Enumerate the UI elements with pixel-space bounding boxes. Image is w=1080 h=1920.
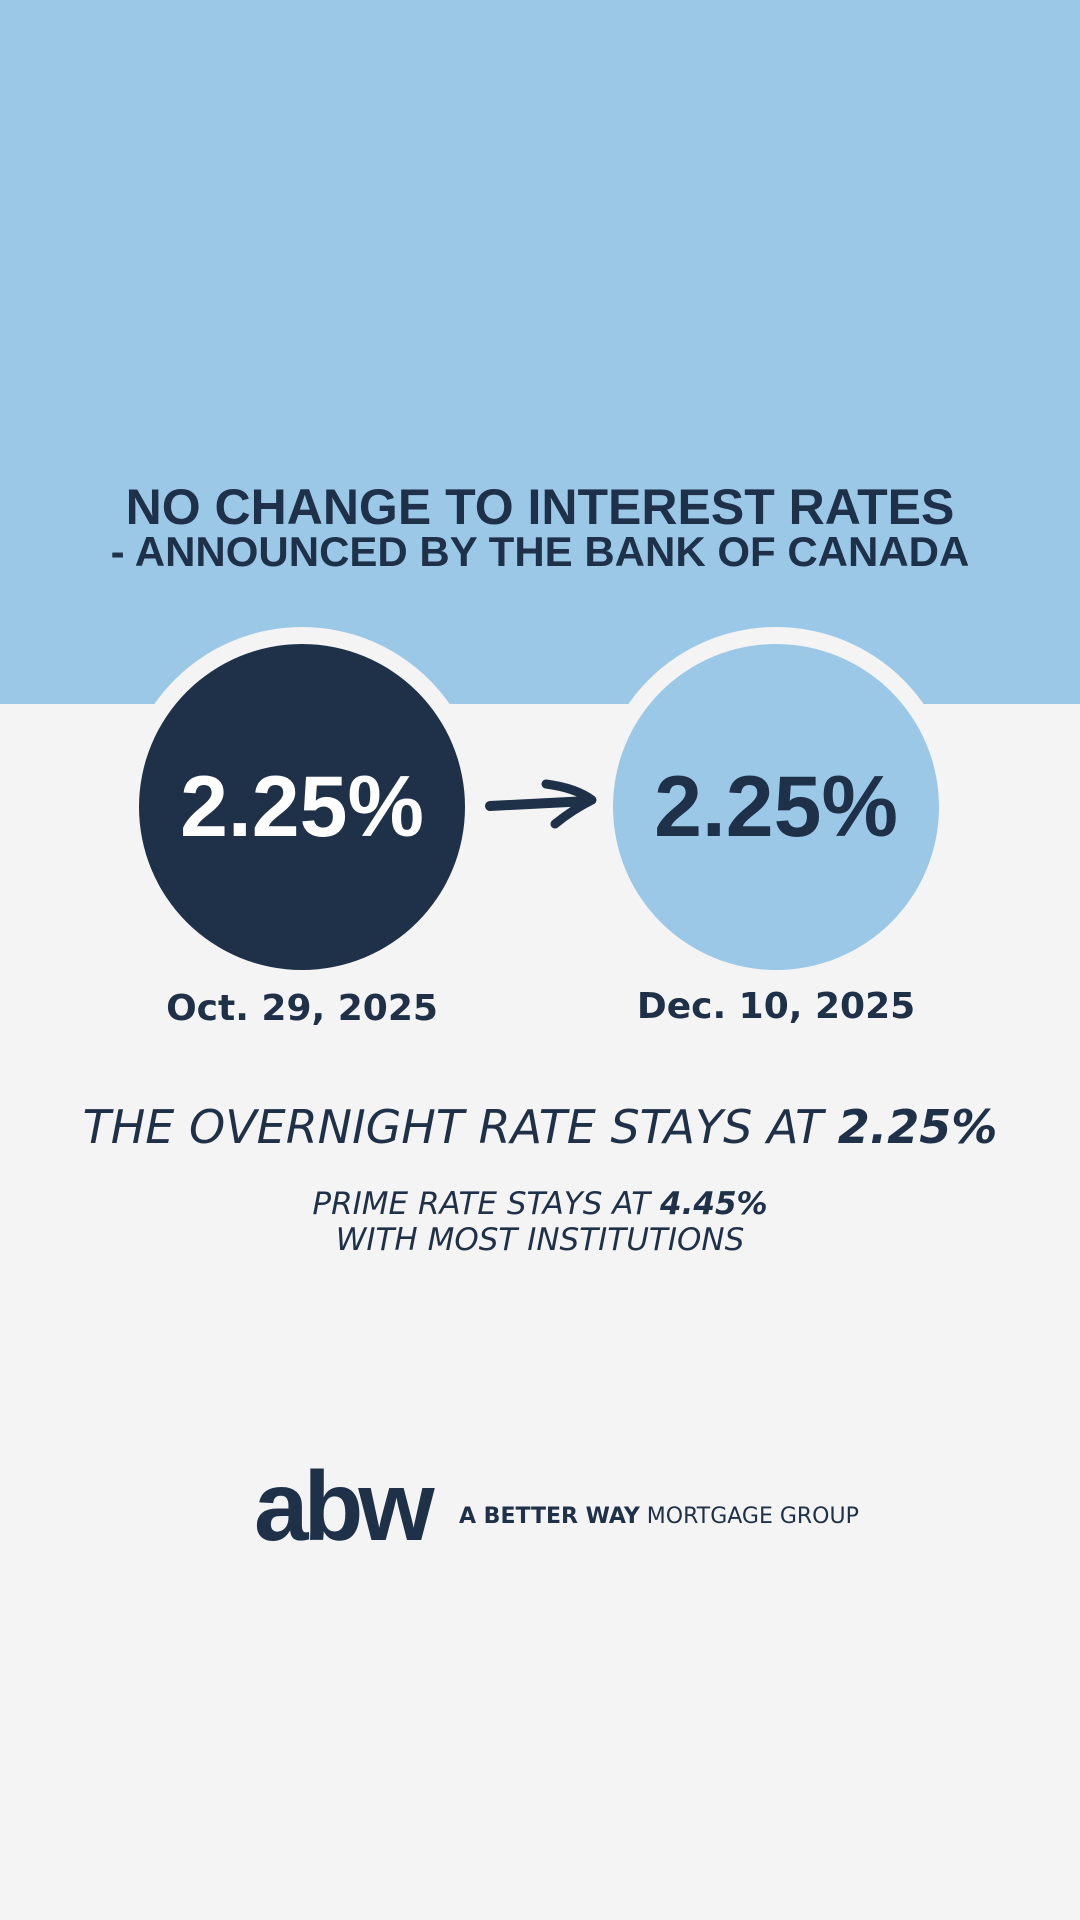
top-band [0, 0, 1080, 704]
overnight-text: THE OVERNIGHT RATE STAYS AT [82, 1100, 838, 1154]
prime-line2: WITH MOST INSTITUTIONS [335, 1222, 745, 1258]
logo-rest: MORTGAGE GROUP [646, 1504, 859, 1529]
date: Dec. 10, 2025 [636, 986, 916, 1027]
logo-mark: abw [254, 1451, 435, 1561]
prime-value: 4.45% [660, 1186, 768, 1222]
arrow [485, 779, 597, 829]
logo-text: A BETTER WAY MORTGAGE GROUP [459, 1504, 859, 1529]
subtitle-line: - ANNOUNCED BY THE BANK OF CANADA [110, 528, 970, 575]
new-rate: 2.25% [613, 644, 939, 970]
overnight-line: THE OVERNIGHT RATE STAYS AT 2.25% [0, 1100, 1080, 1154]
overnight-value: 2.25% [837, 1100, 998, 1154]
date: Oct. 29, 2025 [166, 988, 438, 1029]
old-rate: 2.25% [139, 644, 465, 970]
prime-line: PRIME RATE STAYS AT 4.45% [0, 1186, 1080, 1222]
prime-text: PRIME RATE STAYS AT [312, 1186, 661, 1222]
title-line: NO CHANGE TO INTEREST RATES [125, 479, 955, 535]
logo-bold: A BETTER WAY [459, 1504, 640, 1529]
